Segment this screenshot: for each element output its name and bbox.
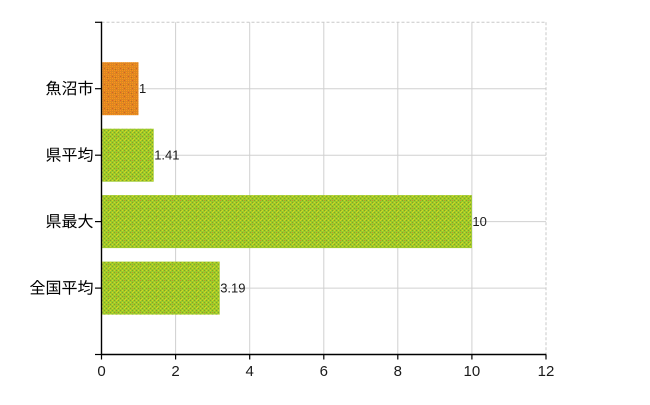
svg-text:12: 12 bbox=[538, 363, 555, 380]
svg-text:3.19: 3.19 bbox=[220, 281, 245, 296]
svg-text:6: 6 bbox=[320, 363, 328, 380]
svg-text:2: 2 bbox=[171, 363, 179, 380]
svg-text:4: 4 bbox=[246, 363, 254, 380]
svg-text:8: 8 bbox=[394, 363, 402, 380]
svg-text:10: 10 bbox=[464, 363, 481, 380]
svg-text:1.41: 1.41 bbox=[154, 148, 179, 163]
svg-text:0: 0 bbox=[97, 363, 105, 380]
svg-text:10: 10 bbox=[472, 214, 486, 229]
svg-text:1: 1 bbox=[139, 81, 146, 96]
